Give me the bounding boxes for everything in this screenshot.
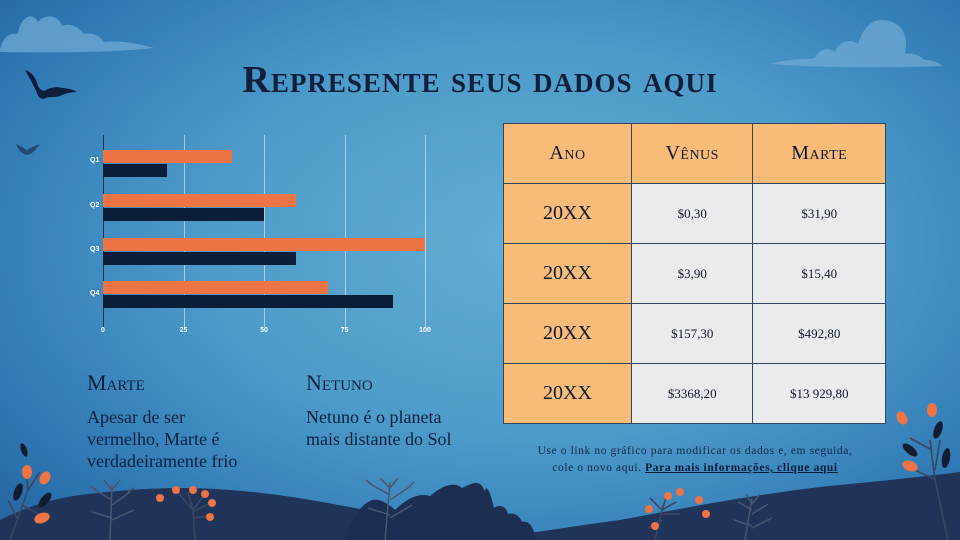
header-venus: Vênus bbox=[630, 123, 754, 184]
x-tick-label: 0 bbox=[101, 327, 105, 334]
gridline bbox=[264, 135, 265, 327]
leaf-bush-icon bbox=[470, 488, 536, 540]
more-info-link[interactable]: Para mais informações, clique aqui bbox=[645, 462, 838, 474]
cell-venus: $3,90 bbox=[630, 243, 754, 304]
bar-series2-q1 bbox=[103, 164, 168, 177]
bar-series2-q4 bbox=[103, 295, 393, 308]
x-tick-label: 25 bbox=[179, 327, 188, 334]
data-table: Ano Vênus Marte 20XX $0,30 $31,90 20XX $… bbox=[503, 123, 886, 424]
bar-series1-q2 bbox=[103, 194, 297, 207]
note-line2-text: cole o novo aqui. bbox=[552, 462, 642, 474]
bar-series1-q4 bbox=[103, 281, 329, 294]
marte-title: Marte bbox=[87, 370, 145, 395]
note-line1: Use o link no gráfico para modificar os … bbox=[537, 445, 853, 457]
gridline bbox=[183, 135, 185, 327]
table-header-row: Ano Vênus Marte bbox=[503, 123, 886, 184]
instruction-note: Use o link no gráfico para modificar os … bbox=[505, 443, 885, 477]
netuno-title: Netuno bbox=[306, 370, 373, 395]
y-axis-line bbox=[103, 135, 104, 327]
bat-icon bbox=[25, 70, 77, 99]
gridline bbox=[425, 135, 426, 327]
text-line: Netuno é o planeta bbox=[306, 407, 442, 427]
cell-year: 20XX bbox=[503, 363, 632, 424]
bare-branch-icon bbox=[89, 477, 773, 540]
cell-year: 20XX bbox=[503, 243, 632, 304]
bat-icon bbox=[16, 144, 40, 155]
x-tick-label: 100 bbox=[419, 327, 431, 334]
table-row: 20XX $3,90 $15,40 bbox=[503, 243, 886, 304]
text-line: Apesar de ser bbox=[87, 407, 185, 427]
text-line: verdadeiramente frio bbox=[87, 451, 238, 471]
y-tick-label: Q3 bbox=[90, 246, 100, 253]
cell-marte: $13 929,80 bbox=[752, 363, 886, 424]
leaf-bush-icon bbox=[345, 482, 492, 540]
bar-series2-q2 bbox=[103, 208, 264, 221]
header-ano: Ano bbox=[503, 123, 632, 184]
bar-series2-q3 bbox=[103, 252, 297, 265]
y-tick-label: Q1 bbox=[90, 157, 100, 164]
bar-series1-q3 bbox=[103, 238, 425, 251]
slide-title: Represente seus dados aqui bbox=[242, 59, 718, 101]
text-line: vermelho, Marte é bbox=[87, 429, 220, 449]
text-line: mais distante do Sol bbox=[306, 429, 452, 449]
x-tick-label: 75 bbox=[340, 327, 349, 334]
y-tick-label: Q4 bbox=[90, 290, 100, 297]
cell-venus: $0,30 bbox=[630, 183, 754, 244]
bar-series1-q1 bbox=[103, 150, 232, 163]
cloud-icon bbox=[770, 20, 942, 68]
x-tick-label: 50 bbox=[260, 327, 268, 334]
table-row: 20XX $3368,20 $13 929,80 bbox=[503, 363, 886, 424]
note-line2: cole o novo aqui. Para mais informações,… bbox=[505, 460, 885, 477]
cell-year: 20XX bbox=[503, 183, 632, 244]
cell-venus: $3368,20 bbox=[630, 363, 754, 424]
table-row: 20XX $0,30 $31,90 bbox=[503, 183, 886, 244]
berry-branch-icon bbox=[7, 403, 951, 540]
cell-marte: $492,80 bbox=[752, 303, 886, 364]
cell-marte: $31,90 bbox=[752, 183, 886, 244]
gridline bbox=[344, 135, 346, 327]
table-row: 20XX $157,30 $492,80 bbox=[503, 303, 886, 364]
hill-shape bbox=[480, 472, 960, 540]
cell-venus: $157,30 bbox=[630, 303, 754, 364]
marte-description: Apesar de ser vermelho, Marte é verdadei… bbox=[87, 406, 237, 472]
cell-marte: $15,40 bbox=[752, 243, 886, 304]
bar-chart[interactable]: Q1 Q2 Q3 Q4 0 25 50 75 100 bbox=[84, 130, 444, 340]
netuno-description: Netuno é o planeta mais distante do Sol bbox=[306, 406, 452, 450]
header-marte: Marte bbox=[752, 123, 886, 184]
y-tick-label: Q2 bbox=[90, 202, 100, 209]
cell-year: 20XX bbox=[503, 303, 632, 364]
cloud-icon bbox=[0, 16, 154, 53]
